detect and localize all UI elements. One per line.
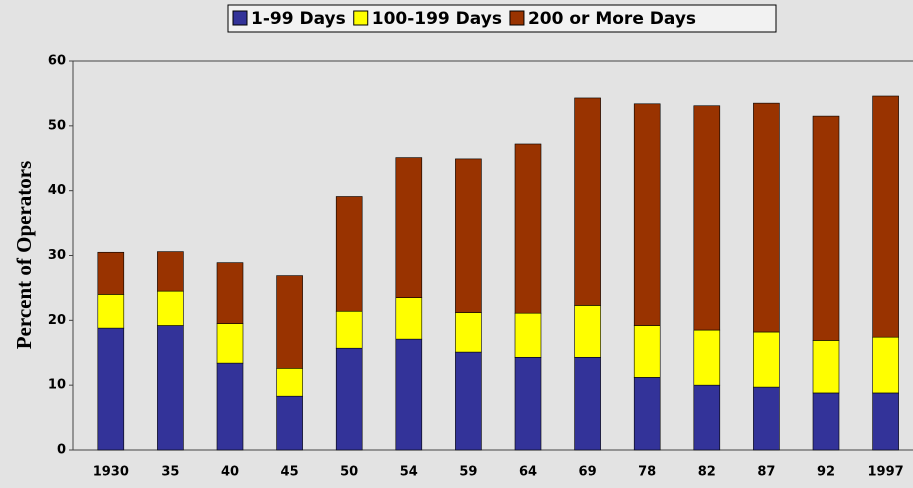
legend-label: 1-99 Days	[251, 9, 346, 29]
x-tick-label: 35	[161, 465, 179, 480]
y-tick-label: 40	[48, 183, 66, 198]
bar-segment	[335, 196, 363, 312]
x-tick-label: 92	[817, 465, 835, 480]
bar-segment	[395, 297, 423, 340]
x-tick-label: 82	[698, 465, 716, 480]
legend	[227, 4, 777, 33]
x-tick-label: 78	[638, 465, 656, 480]
bar-segment	[97, 294, 125, 329]
bar-segment	[514, 143, 542, 314]
bar-segment	[633, 103, 661, 326]
bar-segment	[693, 384, 721, 451]
bar-segment	[335, 347, 363, 451]
bar-segment	[216, 362, 244, 451]
bar-segment	[455, 312, 482, 353]
bar-segment	[574, 97, 601, 306]
bar-segment	[455, 351, 482, 451]
y-tick-label: 50	[48, 118, 66, 133]
legend-label: 100-199 Days	[372, 9, 502, 29]
x-tick-label: 50	[340, 465, 358, 480]
bar-segment	[455, 158, 482, 313]
bar-segment	[335, 310, 363, 349]
bar-segment	[216, 323, 244, 364]
y-tick-label: 20	[48, 313, 66, 328]
bar-segment	[395, 338, 423, 451]
bar-segment	[216, 262, 244, 324]
x-tick-label: 54	[400, 465, 418, 480]
legend-swatch	[509, 10, 525, 26]
bar-segment	[276, 395, 303, 451]
bar-segment	[514, 312, 542, 358]
x-tick-label: 1997	[868, 465, 904, 480]
bar-segment	[633, 377, 661, 451]
legend-label: 200 or More Days	[528, 9, 696, 29]
bar-segment	[97, 327, 125, 451]
x-tick-label: 64	[519, 465, 537, 480]
bar-segment	[395, 157, 423, 298]
legend-swatch	[353, 10, 369, 26]
bar-segment	[812, 340, 840, 394]
bar-segment	[276, 368, 303, 397]
x-tick-label: 87	[757, 465, 775, 480]
bar-segment	[812, 115, 840, 341]
y-tick-label: 30	[48, 248, 66, 263]
bar-segment	[514, 356, 542, 451]
bar-segment	[633, 325, 661, 378]
bar-segment	[872, 95, 899, 338]
y-axis-label: Percent of Operators	[12, 161, 36, 350]
bar-segment	[157, 325, 184, 451]
x-tick-label: 1930	[93, 465, 129, 480]
y-tick-label: 10	[48, 378, 66, 393]
bar-segment	[693, 105, 721, 331]
bar-segment	[753, 331, 780, 388]
legend-swatch	[232, 10, 248, 26]
x-tick-label: 45	[281, 465, 299, 480]
bar-segment	[574, 305, 601, 358]
bar-segment	[693, 329, 721, 386]
bar-segment	[753, 386, 780, 451]
y-tick-label: 60	[48, 54, 66, 69]
bar-segment	[157, 290, 184, 326]
bar-segment	[872, 336, 899, 394]
bar-segment	[753, 102, 780, 333]
bar-segment	[97, 251, 125, 295]
x-tick-label: 59	[459, 465, 477, 480]
x-tick-label: 69	[579, 465, 597, 480]
bar-segment	[872, 392, 899, 451]
bar-segment	[276, 275, 303, 369]
bar-segment	[157, 251, 184, 292]
bar-segment	[812, 392, 840, 451]
bar-segment	[574, 356, 601, 451]
x-tick-label: 40	[221, 465, 239, 480]
y-tick-label: 0	[57, 443, 66, 458]
